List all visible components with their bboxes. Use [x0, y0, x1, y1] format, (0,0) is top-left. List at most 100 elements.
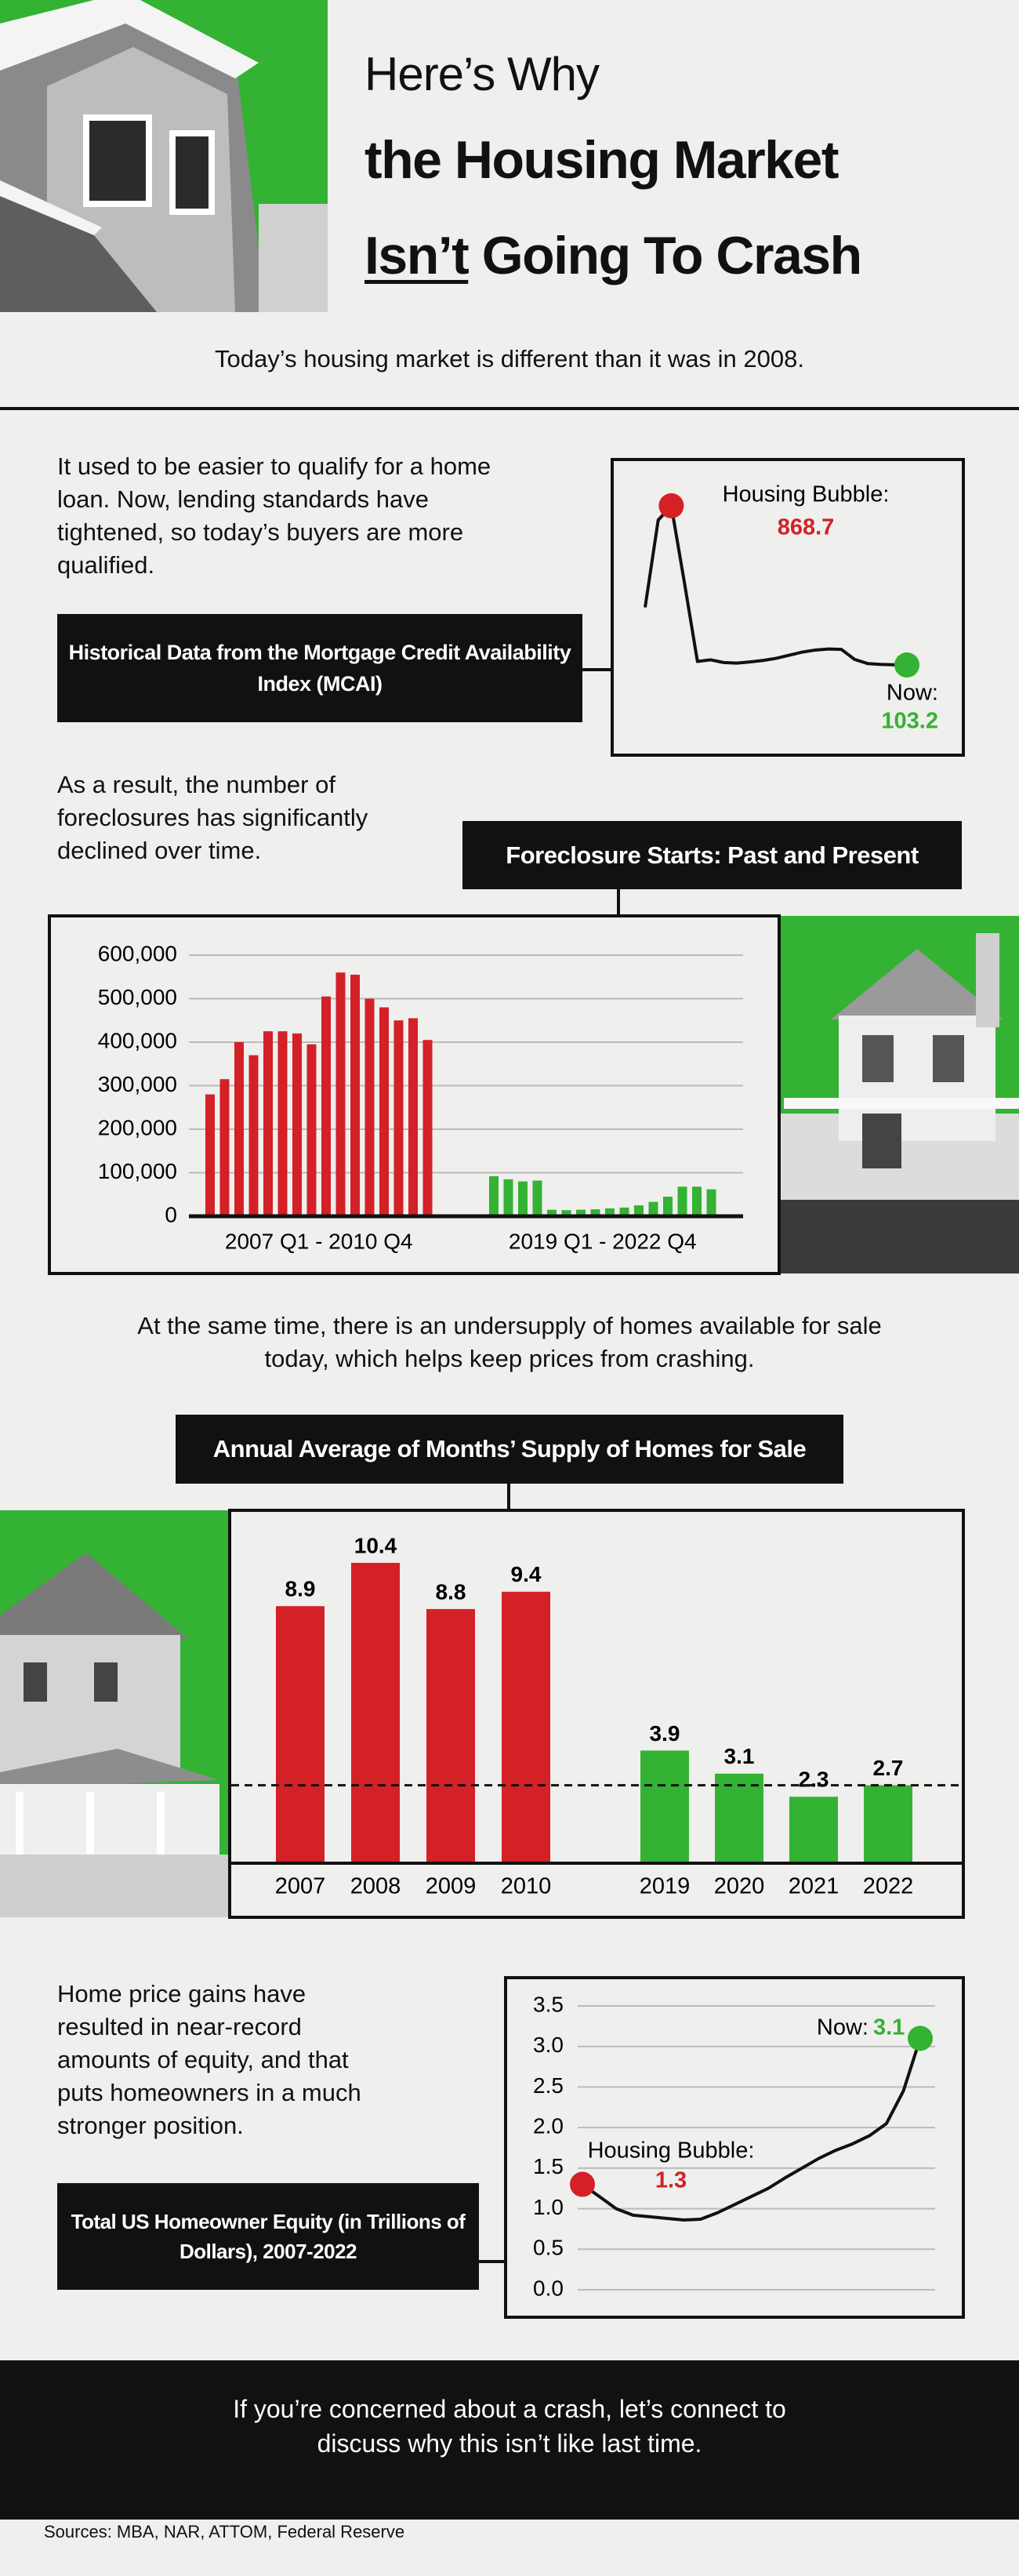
value-label: 2.3 — [799, 1768, 829, 1792]
x-tick-label: 2021 — [789, 1874, 839, 1899]
paragraph: As a result, the number of foreclosures … — [57, 771, 368, 864]
y-tick-label: 0.0 — [533, 2276, 564, 2300]
annotation: Housing Bubble: — [723, 482, 890, 507]
annotation: Now: — [887, 681, 938, 706]
x-tick-label: 2008 — [350, 1874, 401, 1899]
bar — [351, 1563, 400, 1863]
bar — [590, 1209, 600, 1216]
value-label: 10.4 — [354, 1533, 397, 1557]
bar — [205, 1094, 215, 1216]
bar — [489, 1175, 499, 1216]
series-label: 2019 Q1 - 2022 Q4 — [509, 1229, 697, 1253]
y-tick-label: 500,000 — [98, 985, 177, 1009]
bar — [503, 1179, 513, 1216]
house-image — [781, 916, 1019, 1273]
chart-title: Foreclosure Starts: Past and Present — [462, 821, 962, 889]
bar — [502, 1591, 550, 1863]
house-image — [0, 1553, 230, 1917]
bar — [393, 1020, 404, 1216]
bar — [422, 1040, 433, 1216]
bar — [561, 1210, 571, 1216]
end-dot — [894, 652, 919, 678]
y-tick-label: 3.5 — [533, 1992, 564, 2016]
bar — [547, 1209, 557, 1216]
bar — [306, 1044, 317, 1216]
chart-frame — [48, 914, 781, 1275]
bar — [692, 1186, 702, 1216]
title: the Housing Market — [364, 130, 839, 190]
bar — [335, 972, 346, 1216]
value-label: 8.8 — [436, 1579, 466, 1604]
bar — [706, 1189, 716, 1216]
y-tick-label: 600,000 — [98, 941, 177, 965]
bar — [663, 1197, 673, 1216]
title-line: Isn’t Going To Crash — [364, 225, 862, 286]
chart-title: Total US Homeowner Equity (in Trillions … — [57, 2183, 479, 2290]
value-label: 868.7 — [778, 515, 835, 540]
header-image — [0, 0, 328, 312]
highlight-dot — [658, 493, 684, 518]
highlight-dot — [570, 2171, 595, 2197]
x-tick-label: 2009 — [426, 1874, 477, 1899]
paragraph: At the same time, there is an undersuppl… — [137, 1312, 882, 1372]
bar — [248, 1055, 259, 1216]
value-label: 8.9 — [285, 1577, 316, 1601]
value-label: 103.2 — [881, 709, 938, 734]
y-tick-label: 2.0 — [533, 2114, 564, 2138]
y-tick-label: 1.0 — [533, 2195, 564, 2219]
chart-title: Historical Data from the Mortgage Credit… — [57, 614, 582, 722]
footer-text: If you’re concerned about a crash, let’s… — [233, 2395, 786, 2458]
chart-frame — [504, 1976, 965, 2319]
bar — [350, 974, 360, 1216]
chart-title: Annual Average of Months’ Supply of Home… — [176, 1415, 843, 1484]
x-tick-label: 2007 — [275, 1874, 326, 1899]
end-dot — [908, 2026, 933, 2051]
line — [644, 504, 908, 667]
chart-frame — [228, 1509, 965, 1919]
series-label: 2007 Q1 - 2010 Q4 — [225, 1229, 413, 1253]
value-label: 3.9 — [650, 1721, 680, 1746]
title-rest: Going To Crash — [481, 226, 862, 285]
value-label: 3.1 — [873, 2015, 905, 2040]
bar — [321, 996, 331, 1216]
y-tick-label: 2.5 — [533, 2073, 564, 2098]
x-tick-label: 2019 — [640, 1874, 691, 1899]
bar — [677, 1186, 687, 1216]
bar — [234, 1042, 244, 1216]
paragraph: Home price gains have resulted in near-r… — [57, 1980, 361, 2139]
bar — [276, 1606, 325, 1863]
footer-band — [0, 2360, 1019, 2520]
bar — [640, 1750, 689, 1863]
bar — [864, 1785, 912, 1863]
kicker: Here’s Why — [364, 48, 600, 100]
bar — [292, 1033, 302, 1216]
bar — [408, 1018, 418, 1216]
x-tick-label: 2020 — [714, 1874, 765, 1899]
bar — [576, 1209, 586, 1216]
annotation: Now: — [817, 2015, 869, 2040]
y-tick-label: 1.5 — [533, 2154, 564, 2178]
sources: Sources: MBA, NAR, ATTOM, Federal Reserv… — [44, 2522, 405, 2541]
line — [581, 2037, 922, 2222]
x-tick-label: 2022 — [863, 1874, 914, 1899]
y-tick-label: 400,000 — [98, 1028, 177, 1052]
y-tick-label: 200,000 — [98, 1115, 177, 1139]
bar — [518, 1181, 528, 1216]
bar — [219, 1079, 230, 1216]
value-label: 2.7 — [873, 1756, 904, 1780]
bar — [532, 1180, 542, 1216]
value-label: 9.4 — [511, 1562, 542, 1586]
bar — [379, 1007, 389, 1216]
annotation: Housing Bubble: — [588, 2138, 755, 2164]
bar — [605, 1208, 615, 1216]
bar — [263, 1031, 273, 1216]
bar — [789, 1797, 838, 1863]
bar — [364, 998, 375, 1216]
x-tick-label: 2010 — [501, 1874, 552, 1899]
y-tick-label: 0.5 — [533, 2236, 564, 2260]
paragraph: It used to be easier to qualify for a ho… — [57, 452, 491, 579]
bar — [715, 1773, 763, 1863]
chart-frame — [611, 458, 965, 757]
